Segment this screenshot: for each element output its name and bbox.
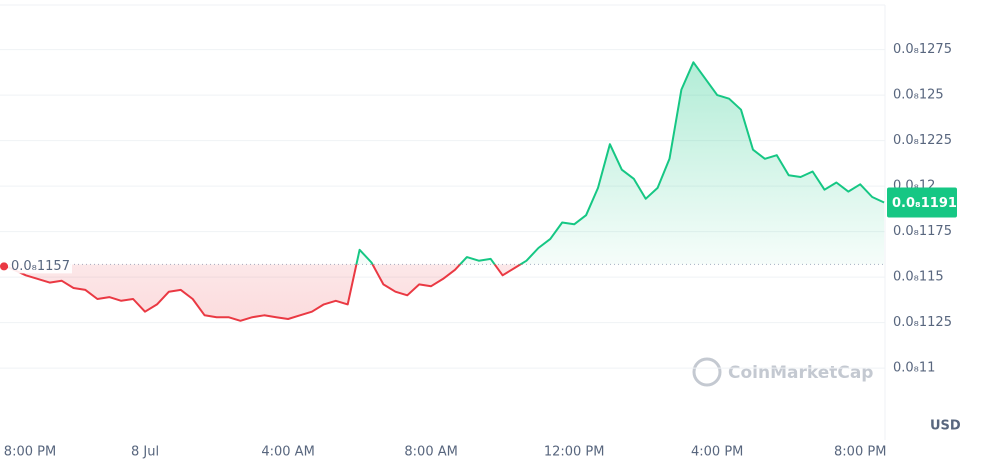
x-tick-label: 8 Jul [131,445,159,460]
x-tick-label: 8:00 PM [4,445,56,460]
y-tick-label: 0.0₈1125 [893,315,952,330]
area [2,62,885,321]
y-tick-label: 0.0₈11 [893,361,935,376]
watermark: CoinMarketCap [692,357,873,387]
price-tag-bg [887,187,957,218]
price-tag: 0.0₈1191 [892,196,957,211]
baseline-tag-bg [8,255,72,274]
x-tick-label: 8:00 PM [834,445,886,460]
y-tick-label: 0.0₈1275 [893,42,952,57]
y-tick-label: 0.0₈1175 [893,224,952,239]
baseline-tag: 0.0₈1157 [11,259,70,274]
y-tick-label: 0.0₈1225 [893,133,952,148]
y-tick-label: 0.0₈115 [893,270,944,285]
watermark-text: CoinMarketCap [728,363,873,383]
x-tick-label: 4:00 PM [691,445,743,460]
price-line [1,61,885,322]
currency-label: USD [930,419,961,434]
y-tick-label: 0.0₈125 [893,88,944,103]
x-tick-label: 8:00 AM [404,445,457,460]
x-tick-label: 12:00 PM [544,445,605,460]
x-tick-label: 4:00 AM [261,445,314,460]
baseline-dot [0,262,8,271]
